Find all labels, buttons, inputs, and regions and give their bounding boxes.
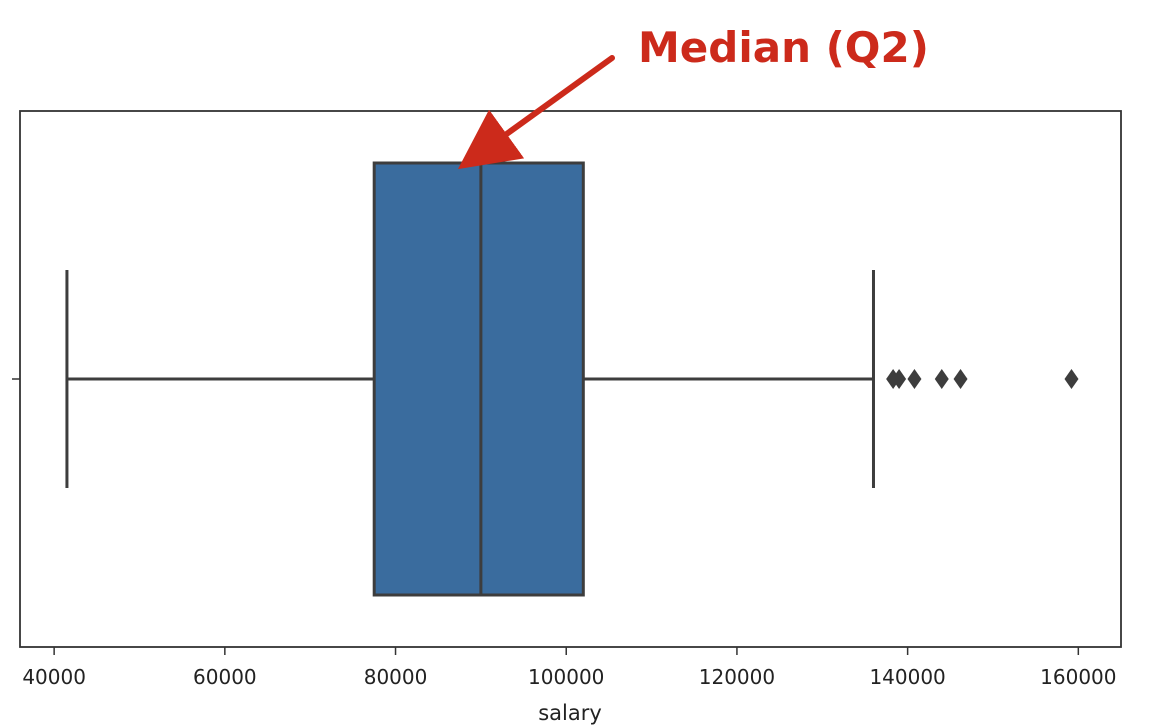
x-axis-ticks: 40000 60000 80000 100000 120000 140000 160000 [22, 647, 1117, 689]
outlier-point [892, 369, 907, 389]
x-tick-label: 40000 [22, 665, 86, 689]
x-tick-label: 120000 [699, 665, 775, 689]
x-tick-label: 60000 [193, 665, 257, 689]
median-annotation-arrow [457, 55, 615, 170]
outlier-point [934, 369, 949, 389]
x-tick-label: 140000 [869, 665, 945, 689]
outliers-group [886, 369, 1079, 389]
outlier-point [953, 369, 968, 389]
x-axis-label: salary [538, 701, 602, 725]
median-annotation-label: Median (Q2) [638, 23, 929, 72]
outlier-point [1064, 369, 1079, 389]
iqr-box [372, 161, 585, 597]
x-tick-label: 80000 [364, 665, 428, 689]
x-tick-label: 100000 [528, 665, 604, 689]
outlier-point [907, 369, 922, 389]
x-tick-label: 160000 [1040, 665, 1116, 689]
